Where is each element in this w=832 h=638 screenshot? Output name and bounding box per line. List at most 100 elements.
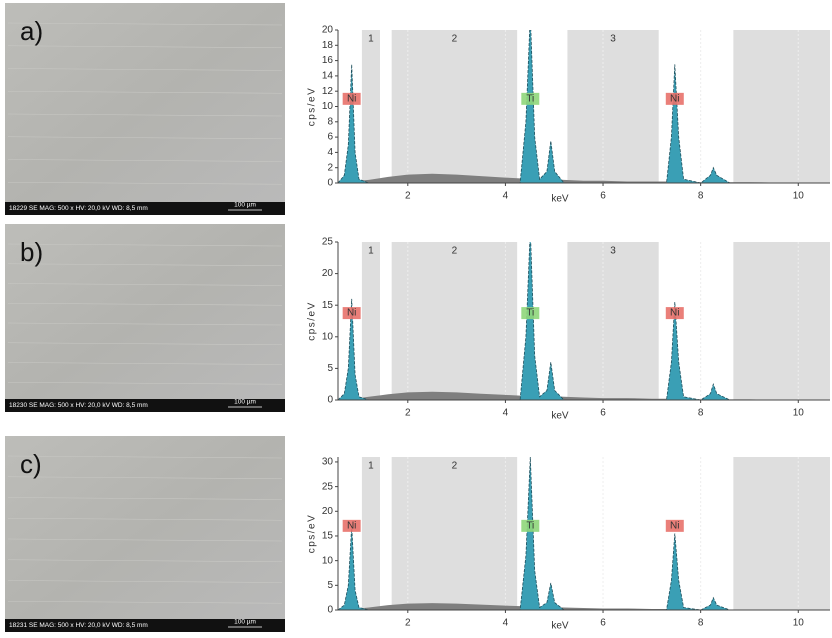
scale-bar-label: 100 µm bbox=[234, 202, 256, 209]
scratch bbox=[7, 600, 283, 604]
region bbox=[733, 242, 830, 400]
x-tick-label: 10 bbox=[793, 191, 805, 202]
spectrum-area bbox=[338, 242, 830, 400]
peak-label: Ni bbox=[670, 93, 679, 104]
peak-label: Ni bbox=[347, 520, 356, 531]
spectrum-area bbox=[338, 391, 830, 400]
caption-bar bbox=[5, 399, 285, 412]
y-tick-label: 5 bbox=[327, 363, 333, 374]
caption-bar bbox=[5, 202, 285, 215]
x-tick-label: 4 bbox=[503, 191, 509, 202]
scratch bbox=[7, 302, 283, 306]
region-label: 1 bbox=[368, 34, 374, 45]
x-axis-label: keV bbox=[551, 621, 569, 632]
peak-label: Ni bbox=[670, 520, 679, 531]
peak-label-box bbox=[665, 307, 684, 320]
y-tick-label: 0 bbox=[327, 395, 333, 406]
y-axis-label: cps/eV bbox=[307, 301, 318, 341]
scratch bbox=[7, 90, 283, 94]
scratch bbox=[7, 322, 283, 326]
region bbox=[361, 457, 380, 610]
x-tick-label: 2 bbox=[405, 408, 411, 419]
y-tick-label: 2 bbox=[327, 162, 333, 173]
scratch bbox=[7, 68, 283, 71]
scratch bbox=[7, 559, 283, 563]
x-tick-label: 6 bbox=[600, 191, 606, 202]
x-tick-label: 8 bbox=[698, 618, 704, 629]
scratch bbox=[7, 381, 283, 385]
x-tick-label: 4 bbox=[503, 408, 509, 419]
panel-label: a) bbox=[20, 16, 43, 46]
x-tick-label: 2 bbox=[405, 191, 411, 202]
x-tick-label: 10 bbox=[793, 618, 805, 629]
panel-label: c) bbox=[20, 449, 42, 479]
y-tick-label: 12 bbox=[322, 86, 334, 97]
region-label: 3 bbox=[610, 34, 616, 45]
region-label: 3 bbox=[610, 246, 616, 257]
y-tick-label: 8 bbox=[327, 116, 333, 127]
peak-label-box bbox=[342, 519, 361, 532]
peak-label-box bbox=[342, 92, 361, 105]
region bbox=[391, 242, 518, 400]
scratch bbox=[7, 517, 283, 521]
scratch bbox=[7, 113, 283, 117]
peak-label: Ni bbox=[670, 308, 679, 319]
peak-label: Ni bbox=[347, 93, 356, 104]
scratch bbox=[7, 476, 283, 480]
peak-label-box bbox=[521, 92, 540, 105]
scratch bbox=[7, 580, 283, 583]
scratch bbox=[7, 22, 283, 26]
x-tick-label: 2 bbox=[405, 618, 411, 629]
scratch bbox=[7, 263, 283, 267]
scratch bbox=[7, 362, 283, 365]
spectrum-area bbox=[338, 30, 830, 183]
region bbox=[391, 457, 518, 610]
y-tick-label: 25 bbox=[322, 481, 334, 492]
region bbox=[567, 242, 659, 400]
scratch bbox=[7, 455, 283, 459]
y-tick-label: 20 bbox=[322, 268, 334, 279]
x-axis-label: keV bbox=[551, 411, 569, 422]
y-tick-label: 30 bbox=[322, 457, 334, 468]
y-tick-label: 20 bbox=[322, 506, 334, 517]
peak-label: Ni bbox=[347, 308, 356, 319]
scratch bbox=[7, 45, 283, 49]
region bbox=[733, 30, 830, 183]
y-axis-label: cps/eV bbox=[307, 514, 318, 554]
scratch bbox=[7, 538, 283, 542]
region bbox=[567, 30, 659, 183]
y-tick-label: 14 bbox=[322, 71, 334, 82]
caption-bar bbox=[5, 619, 285, 632]
y-tick-label: 6 bbox=[327, 132, 333, 143]
region bbox=[733, 457, 830, 610]
y-tick-label: 25 bbox=[322, 237, 334, 248]
sem-image bbox=[5, 224, 285, 412]
y-tick-label: 15 bbox=[322, 300, 334, 311]
y-tick-label: 20 bbox=[322, 25, 334, 36]
region bbox=[361, 30, 380, 183]
image-caption: 18230 SE MAG: 500 x HV: 20,0 kV WD: 8,5 … bbox=[9, 402, 148, 409]
peak-label-box bbox=[521, 519, 540, 532]
y-tick-label: 0 bbox=[327, 178, 333, 189]
region-label: 2 bbox=[452, 246, 458, 257]
x-tick-label: 6 bbox=[600, 408, 606, 419]
spectrum-area bbox=[338, 173, 830, 183]
sem-image bbox=[5, 3, 285, 215]
y-tick-label: 18 bbox=[322, 40, 334, 51]
region-label: 1 bbox=[368, 461, 374, 472]
y-tick-label: 0 bbox=[327, 605, 333, 616]
peak-label-box bbox=[342, 307, 361, 320]
scratch bbox=[7, 283, 283, 286]
image-caption: 18229 SE MAG: 500 x HV: 20,0 kV WD: 8,5 … bbox=[9, 205, 148, 212]
y-tick-label: 10 bbox=[322, 555, 334, 566]
x-tick-label: 8 bbox=[698, 408, 704, 419]
panel-label: b) bbox=[20, 237, 43, 267]
peak-label: Ti bbox=[526, 93, 534, 104]
peak-label-box bbox=[665, 519, 684, 532]
y-tick-label: 16 bbox=[322, 55, 334, 66]
sem-image bbox=[5, 436, 285, 632]
peak-label-box bbox=[521, 307, 540, 320]
scale-bar-label: 100 µm bbox=[234, 399, 256, 406]
y-tick-label: 10 bbox=[322, 331, 334, 342]
